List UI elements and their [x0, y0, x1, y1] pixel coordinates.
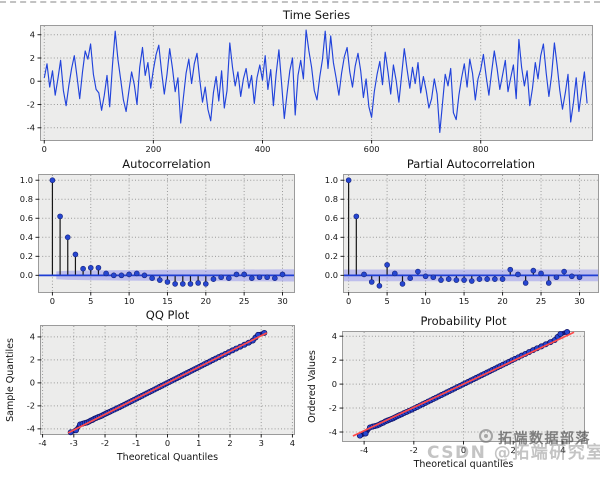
ts-title: Time Series	[282, 8, 350, 22]
prob-canvas: -4 -2 0 2 4 -4 -2 0 2 4 Probability Plot Theoretica…	[307, 314, 584, 470]
qq-xtick-label: 1	[196, 438, 201, 448]
watermark-brand-text: 拓端数据部落	[498, 431, 591, 447]
pacf-xtick-label: 25	[536, 296, 547, 306]
acf-xtick-label: 5	[88, 296, 93, 306]
acf-xtick-label: 0	[50, 296, 55, 306]
qq-xtick-label: -2	[101, 438, 109, 448]
prob-title: Probability Plot	[420, 314, 507, 328]
acf-ytick-label: 1.0	[20, 175, 33, 185]
acf-xtick-label: 20	[201, 296, 212, 306]
qq-ytick-label: 2	[30, 355, 35, 365]
pacf-canvas: 0 5 10 15 20 25 30 0.0 0.2 0.4 0.6 0.8 1.0 Partial Au…	[325, 157, 598, 306]
qq-ytick-label: 0	[30, 378, 35, 388]
acf-xtick-label: 25	[239, 296, 250, 306]
prob-xtick-label: -4	[360, 445, 368, 455]
pacf-ytick-label: 0.0	[325, 270, 338, 280]
acf-ytick-label: 0.2	[20, 251, 33, 261]
prob-ytick-label: 4	[332, 331, 337, 341]
acf-markers	[49, 177, 286, 287]
acf-xtick-label: 30	[277, 296, 288, 306]
partial-autocorrelation-subplot: 0 5 10 15 20 25 30 0.0 0.2 0.4 0.6 0.8 1.0 Partial Au…	[325, 157, 599, 306]
ts-canvas: 0 200 400 600 800 -4 -2 0 2 4 Time Series	[27, 8, 592, 154]
acf-xtick-label: 10	[124, 296, 135, 306]
ts-ytick-label: 4	[30, 30, 35, 40]
pacf-ytick-label: 1.0	[325, 175, 338, 185]
acf-ytick-label: 0.8	[20, 194, 33, 204]
watermark-csdn-text: CSDN @拓端研究室	[427, 443, 600, 463]
pacf-ytick-label: 0.6	[325, 213, 338, 223]
qq-xtick-label: 4	[290, 438, 295, 448]
qq-title: QQ Plot	[146, 308, 190, 322]
prob-ytick-label: 0	[332, 379, 337, 389]
pacf-xtick-label: 0	[346, 296, 351, 306]
acf-ytick-label: 0.0	[20, 270, 33, 280]
prob-ylabel: Ordered Values	[307, 350, 318, 423]
ts-xtick-label: 600	[364, 144, 380, 154]
pacf-xtick-label: 20	[497, 296, 508, 306]
qq-xtick-label: -4	[38, 438, 46, 448]
pacf-xtick-label: 15	[459, 296, 470, 306]
ts-ytick-label: 2	[30, 53, 35, 63]
prob-xtick-label: 4	[560, 445, 565, 455]
acf-canvas: 0 5 10 15 20 25 30 0.0 0.2 0.4 0.6 0.8 1.0 Autocorrel…	[20, 157, 294, 306]
qq-xlabel: Theoretical Quantiles	[116, 452, 218, 463]
top-divider	[0, 1, 600, 3]
pacf-ytick-label: 0.8	[325, 194, 338, 204]
prob-xtick-label: 0	[461, 445, 466, 455]
prob-ytick-label: 2	[332, 355, 337, 365]
qq-grid	[41, 326, 294, 434]
ts-grid	[41, 26, 592, 140]
qq-fit-line	[67, 332, 268, 434]
watermark-logo-icon	[479, 429, 493, 443]
qq-xtick-label: -3	[70, 438, 78, 448]
qq-xtick-label: 3	[259, 438, 264, 448]
acf-ytick-label: 0.4	[20, 232, 33, 242]
probability-plot-subplot: -4 -2 0 2 4 -4 -2 0 2 4 Probability Plot Theoretica…	[307, 314, 585, 470]
ts-xtick-label: 400	[255, 144, 271, 154]
pacf-title: Partial Autocorrelation	[407, 157, 535, 171]
acf-xtick-label: 15	[162, 296, 173, 306]
qq-xtick-label: 2	[227, 438, 232, 448]
ts-ytick-label: -4	[27, 123, 35, 133]
qq-xtick-label: -1	[132, 438, 140, 448]
prob-xtick-label: 2	[511, 445, 516, 455]
prob-xtick-label: -2	[410, 445, 418, 455]
prob-fit-line	[352, 331, 575, 437]
time-series-subplot: 0 200 400 600 800 -4 -2 0 2 4 Time Series	[27, 8, 593, 154]
ts-ytick-label: -2	[27, 99, 35, 109]
acf-ytick-label: 0.6	[20, 213, 33, 223]
qq-xtick-label: 0	[165, 438, 170, 448]
ts-xtick-label: 800	[473, 144, 489, 154]
qq-ytick-label: -4	[27, 424, 35, 434]
pacf-markers	[345, 177, 583, 289]
ts-xtick-label: 200	[145, 144, 161, 154]
timeseries-line	[43, 29, 588, 133]
qq-ytick-label: 4	[30, 332, 35, 342]
prob-xlabel: Theoretical quantiles	[413, 459, 514, 470]
pacf-xtick-label: 5	[384, 296, 389, 306]
pacf-xtick-label: 10	[420, 296, 431, 306]
pacf-xtick-label: 30	[574, 296, 585, 306]
ts-xtick-label: 0	[42, 144, 47, 154]
qq-ytick-label: -2	[27, 401, 35, 411]
qq-ylabel: Sample Quantiles	[5, 338, 16, 422]
qq-canvas: -4 -3 -2 -1 0 1 2 3 4 -4 -2 0 2 4 QQ Plot Theoretical Q…	[5, 308, 295, 463]
ts-ytick-label: 0	[30, 76, 35, 86]
autocorrelation-subplot: 0 5 10 15 20 25 30 0.0 0.2 0.4 0.6 0.8 1.0 Autocorrel…	[20, 157, 295, 306]
qq-plot-subplot: -4 -3 -2 -1 0 1 2 3 4 -4 -2 0 2 4 QQ Plot Theoretical Q…	[5, 308, 295, 463]
prob-ytick-label: -2	[329, 403, 337, 413]
pacf-ytick-label: 0.2	[325, 251, 338, 261]
pacf-ytick-label: 0.4	[325, 232, 338, 242]
prob-ytick-label: -4	[329, 427, 337, 437]
acf-title: Autocorrelation	[122, 157, 210, 171]
